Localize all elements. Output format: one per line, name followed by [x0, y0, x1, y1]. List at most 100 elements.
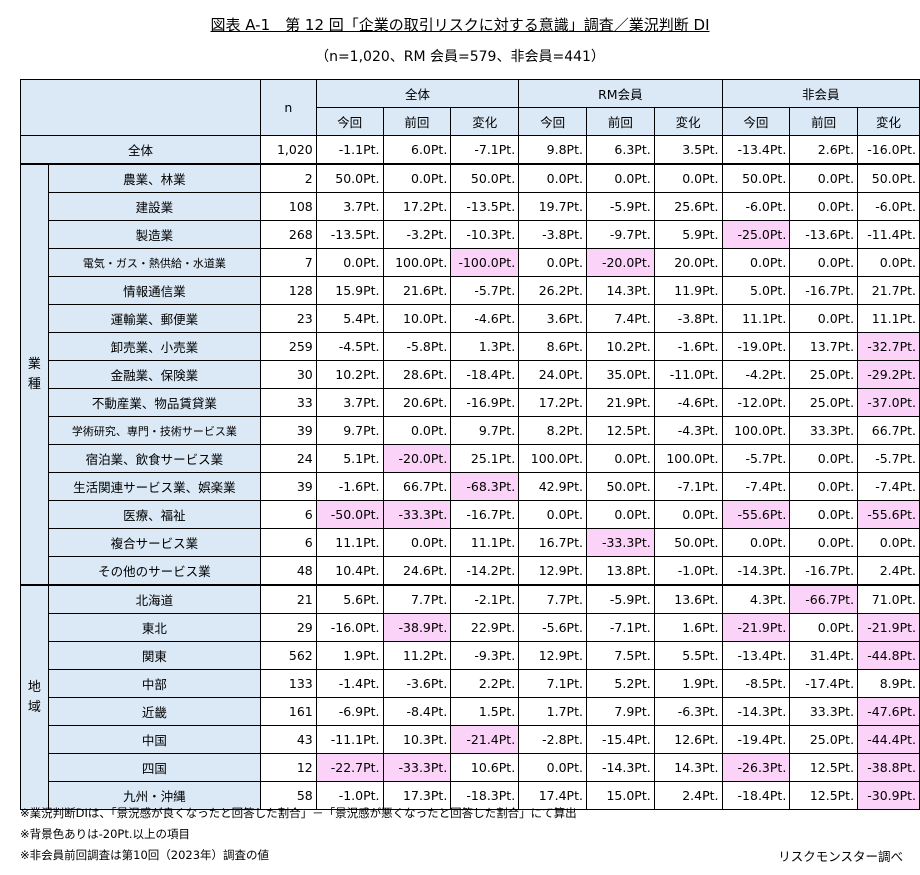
value-cell: 17.2Pt. — [382, 192, 452, 221]
value-cell: -7.4Pt. — [857, 472, 920, 501]
value-cell: 1.5Pt. — [450, 697, 520, 726]
value-cell: 5.4Pt. — [315, 304, 384, 333]
value-cell: 13.8Pt. — [585, 556, 655, 586]
row-label: 宿泊業、飲食サービス業 — [47, 444, 262, 473]
value-cell: -16.7Pt. — [789, 276, 859, 305]
value-cell: 0.0Pt. — [653, 500, 723, 529]
header-sub-current: 今回 — [721, 107, 791, 136]
value-cell: 10.4Pt. — [315, 556, 384, 586]
row-label: 中国 — [47, 725, 262, 754]
value-cell: 0.0Pt. — [789, 500, 859, 529]
value-cell: -11.1Pt. — [315, 725, 384, 754]
value-cell: -16.7Pt. — [450, 500, 520, 529]
n-cell: 2 — [260, 163, 317, 193]
value-cell: -1.0Pt. — [653, 556, 723, 586]
row-label: 卸売業、小売業 — [47, 332, 262, 361]
value-cell: 13.6Pt. — [653, 584, 723, 614]
value-cell: 66.7Pt. — [857, 416, 920, 445]
value-cell: 0.0Pt. — [382, 163, 452, 193]
value-cell: -37.0Pt. — [857, 388, 920, 417]
value-cell: 16.7Pt. — [518, 528, 587, 557]
value-cell: 14.3Pt. — [585, 276, 655, 305]
header-sub-change: 変化 — [450, 107, 520, 136]
table-row: 複合サービス業 6 11.1Pt. 0.0Pt. 11.1Pt. 16.7Pt. -33.3… — [21, 528, 920, 557]
value-cell: -10.3Pt. — [450, 220, 520, 249]
table-row: 金融業、保険業 30 10.2Pt. 28.6Pt. -18.4Pt. 24.0Pt. 35… — [21, 360, 920, 389]
value-cell: 6.3Pt. — [585, 135, 655, 165]
value-cell: -5.6Pt. — [518, 613, 587, 642]
value-cell: 0.0Pt. — [653, 163, 723, 193]
value-cell: -14.3Pt. — [585, 753, 655, 782]
row-label: 医療、福祉 — [47, 500, 262, 529]
value-cell: -3.8Pt. — [518, 220, 587, 249]
n-cell: 108 — [260, 192, 317, 221]
value-cell: -66.7Pt. — [789, 584, 859, 614]
value-cell: -5.7Pt. — [857, 444, 920, 473]
table-row: 学術研究、専門・技術サービス業 39 9.7Pt. 0.0Pt. 9.7Pt. 8.2Pt… — [21, 416, 920, 445]
value-cell: -16.0Pt. — [857, 135, 920, 165]
value-cell: -44.4Pt. — [857, 725, 920, 754]
value-cell: -4.6Pt. — [450, 304, 520, 333]
header-corner — [20, 79, 261, 136]
value-cell: -33.3Pt. — [382, 500, 452, 529]
table-row: 不動産業、物品賃貸業 33 3.7Pt. 20.6Pt. -16.9Pt. 17.2Pt.… — [21, 388, 920, 417]
value-cell: 3.7Pt. — [315, 192, 384, 221]
value-cell: 14.3Pt. — [653, 753, 723, 782]
value-cell: -7.1Pt. — [585, 613, 655, 642]
value-cell: -29.2Pt. — [857, 360, 920, 389]
n-cell: 161 — [260, 697, 317, 726]
value-cell: -16.9Pt. — [450, 388, 520, 417]
value-cell: 17.2Pt. — [518, 388, 587, 417]
value-cell: 21.9Pt. — [585, 388, 655, 417]
value-cell: 50.0Pt. — [315, 163, 384, 193]
header-sub-change: 変化 — [653, 107, 723, 136]
row-label: 近畿 — [47, 697, 262, 726]
header-sub-previous: 前回 — [585, 107, 655, 136]
row-label: 生活関連サービス業、娯楽業 — [47, 472, 262, 501]
value-cell: 50.0Pt. — [857, 163, 920, 193]
value-cell: 10.3Pt. — [382, 725, 452, 754]
value-cell: -14.3Pt. — [721, 556, 791, 586]
value-cell: 31.4Pt. — [789, 641, 859, 670]
value-cell: 1.7Pt. — [518, 697, 587, 726]
value-cell: 15.9Pt. — [315, 276, 384, 305]
value-cell: -5.7Pt. — [450, 276, 520, 305]
value-cell: 2.6Pt. — [789, 135, 859, 165]
value-cell: 19.7Pt. — [518, 192, 587, 221]
value-cell: 6.0Pt. — [382, 135, 452, 165]
value-cell: -55.6Pt. — [857, 500, 920, 529]
value-cell: 0.0Pt. — [518, 248, 587, 277]
value-cell: 10.2Pt. — [315, 360, 384, 389]
value-cell: 0.0Pt. — [721, 528, 791, 557]
value-cell: 21.6Pt. — [382, 276, 452, 305]
n-cell: 1,020 — [260, 135, 317, 165]
table-row: 関東 562 1.9Pt. 11.2Pt. -9.3Pt. 12.9Pt. 7.5Pt. 5.… — [21, 641, 920, 670]
row-label: 農業、林業 — [47, 163, 262, 193]
value-cell: -6.0Pt. — [721, 192, 791, 221]
value-cell: 1.9Pt. — [315, 641, 384, 670]
header-sub-previous: 前回 — [382, 107, 452, 136]
value-cell: -5.9Pt. — [585, 584, 655, 614]
value-cell: 35.0Pt. — [585, 360, 655, 389]
value-cell: -100.0Pt. — [450, 248, 520, 277]
value-cell: 20.0Pt. — [653, 248, 723, 277]
value-cell: 12.5Pt. — [789, 781, 859, 810]
value-cell: -6.3Pt. — [653, 697, 723, 726]
n-cell: 21 — [260, 584, 317, 614]
value-cell: 100.0Pt. — [382, 248, 452, 277]
value-cell: 13.7Pt. — [789, 332, 859, 361]
value-cell: 1.6Pt. — [653, 613, 723, 642]
row-label: 学術研究、専門・技術サービス業 — [47, 416, 262, 445]
value-cell: 10.2Pt. — [585, 332, 655, 361]
n-cell: 12 — [260, 753, 317, 782]
value-cell: -20.0Pt. — [382, 444, 452, 473]
table-body: 全体 1,020 -1.1Pt. 6.0Pt. -7.1Pt. 9.8Pt. 6.3Pt. 3… — [20, 135, 920, 810]
value-cell: 25.0Pt. — [789, 725, 859, 754]
value-cell: 0.0Pt. — [721, 248, 791, 277]
value-cell: 33.3Pt. — [789, 697, 859, 726]
value-cell: -17.4Pt. — [789, 669, 859, 698]
value-cell: 0.0Pt. — [789, 528, 859, 557]
value-cell: 26.2Pt. — [518, 276, 587, 305]
value-cell: -13.5Pt. — [450, 192, 520, 221]
value-cell: 0.0Pt. — [789, 444, 859, 473]
